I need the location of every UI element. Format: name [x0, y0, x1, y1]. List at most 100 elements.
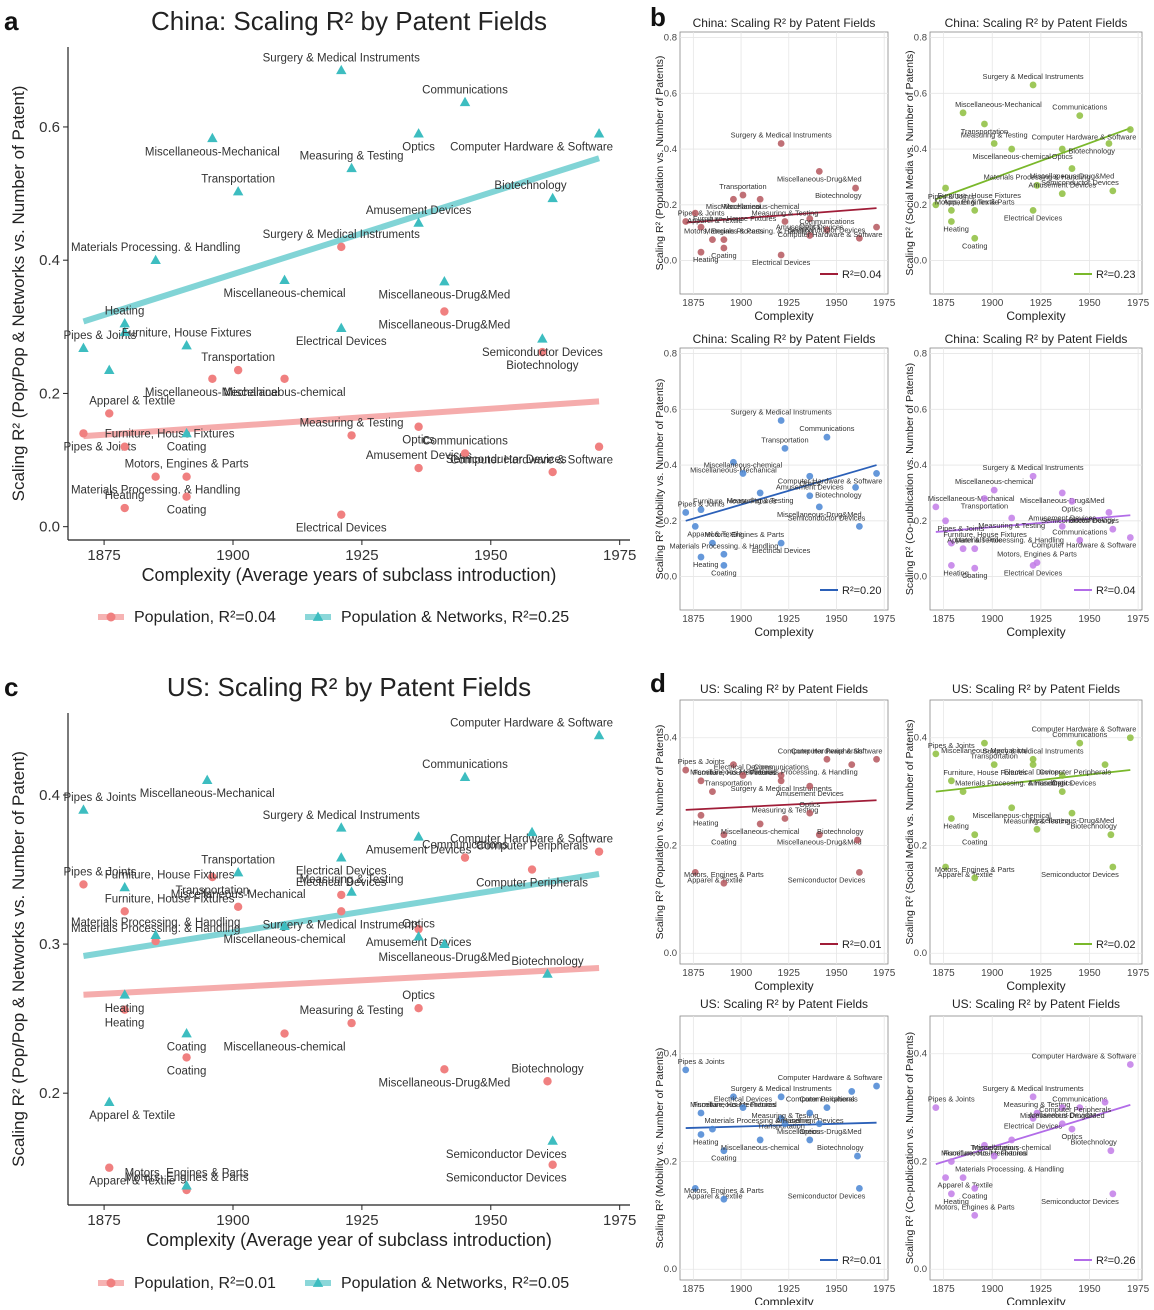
data-point-pop-networks: [181, 1180, 192, 1190]
trend-line: [935, 1104, 1131, 1166]
point-label: Motors, Engines & Parts: [935, 1202, 1015, 1211]
data-point: [697, 777, 705, 785]
data-point: [981, 739, 988, 747]
point-label: Surgery & Medical Instruments: [263, 810, 420, 822]
legend-marker-pop-networks: [312, 611, 324, 621]
point-label: Surgery & Medical Instruments: [983, 1084, 1084, 1093]
point-label: Miscellaneous-chemical: [224, 1042, 346, 1054]
legend-label: R²=0.04: [842, 269, 881, 281]
point-label: Amusement Devices: [1028, 1111, 1096, 1120]
data-point-population: [233, 902, 243, 912]
data-point: [932, 750, 940, 758]
y-tick-label: 0.4: [914, 144, 927, 155]
data-point: [697, 1109, 705, 1117]
legend-label: R²=0.20: [842, 585, 881, 597]
point-label: Heating: [943, 822, 968, 831]
data-point-pop-networks: [413, 128, 424, 138]
x-tick-label: 1875: [932, 968, 955, 979]
point-label: Miscellaneous-Mechanical: [928, 494, 1015, 503]
data-point: [815, 503, 823, 511]
data-point-pop-networks: [279, 920, 290, 931]
x-tick-label: 1900: [730, 1284, 753, 1295]
point-label: Communications: [1052, 527, 1107, 536]
point-label: Electrical Devices: [752, 258, 811, 267]
x-tick-label: 1975: [1127, 968, 1150, 979]
point-label: Materials Processing. & Handling: [955, 536, 1064, 545]
legend-label-population: Population, R²=0.04: [134, 609, 276, 626]
x-axis-label: Complexity: [754, 979, 813, 993]
x-axis-label: Complexity: [1006, 309, 1065, 323]
x-tick-label: 1975: [873, 298, 896, 309]
data-point: [942, 1174, 949, 1182]
data-point: [1126, 534, 1134, 541]
data-point-pop-networks: [78, 342, 89, 352]
legend-label: R²=0.23: [1096, 269, 1135, 281]
point-label: Materials Processing & Handling: [984, 172, 1091, 181]
point-label: Miscellaneous-Drug&Med: [379, 1077, 511, 1089]
point-label: Materials Processing. & Handling: [955, 779, 1064, 788]
point-label: Surgery & Medical Instruments: [731, 1084, 832, 1093]
data-point-population: [440, 307, 449, 316]
point-label: Optics: [1062, 504, 1083, 513]
x-tick-label: 1975: [873, 1284, 896, 1295]
point-label: Coating: [962, 241, 987, 250]
data-point-population: [120, 442, 129, 451]
data-point-population: [538, 347, 547, 357]
x-axis-label: Complexity: [754, 625, 813, 639]
point-label: Furniture, House Fixtures: [693, 497, 777, 506]
point-label: Measuring & Testing: [752, 806, 819, 815]
data-point: [873, 755, 880, 763]
data-point: [981, 495, 988, 502]
data-point: [854, 1152, 861, 1160]
point-label: Apparel & Textile: [687, 1191, 742, 1200]
point-label: Miscellaneous-Mechanical: [690, 1100, 777, 1109]
point-label: Pipes & Joints: [938, 524, 985, 533]
point-label: Pipes & Joints: [63, 792, 136, 804]
x-tick-label: 1925: [1030, 1284, 1053, 1295]
point-label: Optics: [799, 800, 820, 809]
point-label: Biotechnology: [1070, 822, 1117, 831]
point-label: Communications: [1052, 730, 1107, 739]
point-label: Heating: [943, 225, 968, 234]
y-tick-label: 0.4: [914, 733, 927, 744]
y-tick-label: 0.3: [39, 936, 60, 953]
trend-line: [935, 769, 1131, 793]
data-point-pop-networks: [413, 831, 424, 841]
data-point: [855, 522, 863, 530]
point-label: Electrical Devices: [296, 523, 387, 535]
data-point: [848, 1088, 856, 1095]
point-label: Amusement Devices: [1028, 181, 1096, 190]
data-point: [1068, 165, 1076, 172]
small-chart-title: China: Scaling R² by Patent Fields: [945, 16, 1128, 30]
point-label: Communications: [422, 840, 508, 852]
point-label: Miscellaneous-Drug&Med: [1030, 172, 1115, 181]
point-label: Optics: [799, 222, 820, 231]
data-point: [697, 1131, 705, 1138]
data-point-population: [594, 847, 604, 856]
data-point: [947, 539, 955, 547]
point-label: Transportation: [961, 502, 1008, 511]
point-label: Apparel & Textile: [938, 870, 993, 879]
data-point-population: [120, 907, 129, 916]
point-label: Miscellaneous-Drug&Med: [777, 1127, 862, 1136]
x-tick-label: 1900: [981, 1284, 1004, 1295]
point-label: Pipes & Joints: [928, 1095, 975, 1104]
point-label: Computer Peripherals: [786, 1094, 858, 1103]
data-point-pop-networks: [593, 729, 605, 740]
data-point: [720, 879, 728, 887]
data-point: [781, 444, 789, 452]
y-tick-label: 0.2: [39, 385, 60, 402]
data-point: [682, 766, 690, 774]
point-label: Misc-Mechanical: [706, 202, 761, 211]
chart-title-a: China: Scaling R² by Patent Fields: [151, 6, 547, 36]
point-label: Apparel & Textile: [943, 197, 998, 206]
data-point: [1107, 831, 1115, 839]
point-label: Communications: [422, 759, 508, 771]
x-tick-label: 1950: [1078, 968, 1101, 979]
point-label: Optics: [1052, 152, 1073, 161]
point-label: Surgery & Medical Instruments: [263, 919, 420, 931]
point-label: Measuring & Testing: [300, 874, 404, 886]
data-point: [1058, 489, 1066, 497]
